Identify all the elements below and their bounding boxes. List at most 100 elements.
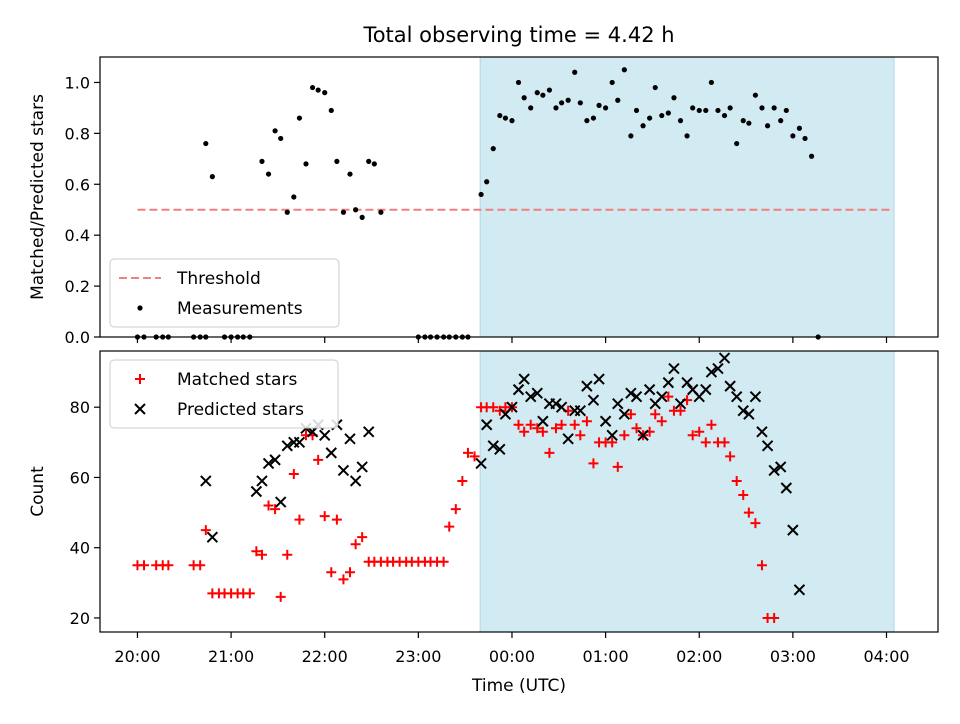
y-axis-label: Count xyxy=(28,466,48,517)
data-point xyxy=(756,426,768,438)
data-point xyxy=(519,426,530,437)
data-point xyxy=(559,100,565,106)
data-point xyxy=(787,524,799,536)
data-point xyxy=(282,549,293,560)
data-point xyxy=(450,504,461,515)
data-point xyxy=(284,209,290,215)
legend-box xyxy=(109,359,339,429)
data-point xyxy=(749,390,762,403)
data-point xyxy=(209,174,215,180)
data-point xyxy=(712,362,724,375)
data-point xyxy=(350,539,361,550)
data-point xyxy=(326,567,337,578)
data-point xyxy=(790,133,796,139)
data-point xyxy=(609,79,615,86)
observing-window-band xyxy=(479,350,895,633)
data-point xyxy=(337,464,350,477)
data-point xyxy=(263,500,274,511)
data-point xyxy=(703,107,709,114)
data-point xyxy=(502,115,509,121)
data-point xyxy=(525,419,536,430)
data-point xyxy=(513,419,524,430)
data-point xyxy=(338,574,349,585)
data-point xyxy=(696,107,702,114)
legend-label: Measurements xyxy=(177,299,303,319)
data-point xyxy=(206,531,219,543)
y-tick-label: 80 xyxy=(70,398,90,417)
data-point xyxy=(378,209,384,215)
legend-label: Threshold xyxy=(176,269,261,289)
data-point xyxy=(581,380,593,392)
data-point xyxy=(256,549,267,560)
y-axis-label: Matched/Predicted stars xyxy=(28,94,48,300)
data-point xyxy=(281,440,293,452)
data-point xyxy=(724,380,736,392)
data-point xyxy=(574,405,587,417)
data-point xyxy=(615,97,621,103)
data-point xyxy=(256,475,268,487)
data-point xyxy=(738,490,749,501)
data-point xyxy=(700,383,712,396)
data-point xyxy=(677,118,684,124)
data-point xyxy=(291,194,297,200)
data-point xyxy=(356,461,368,473)
data-point xyxy=(537,426,548,437)
x-tick-label: 00:00 xyxy=(489,647,535,666)
data-point xyxy=(706,419,717,430)
data-point xyxy=(478,191,484,198)
data-point xyxy=(506,401,518,413)
data-point xyxy=(353,207,359,213)
data-point xyxy=(344,433,356,445)
data-point xyxy=(796,125,803,131)
data-point xyxy=(534,90,540,96)
data-point xyxy=(588,458,599,469)
y-tick-label: 0.4 xyxy=(65,226,90,245)
data-point xyxy=(293,436,306,449)
data-point xyxy=(278,135,284,142)
x-tick-label: 20:00 xyxy=(114,647,160,666)
data-point xyxy=(721,112,728,119)
data-point xyxy=(438,556,449,567)
data-point xyxy=(656,416,667,427)
data-point xyxy=(328,107,334,114)
data-point xyxy=(550,397,562,410)
data-point xyxy=(793,584,806,596)
data-point xyxy=(488,402,499,413)
data-point xyxy=(606,429,618,442)
data-point xyxy=(690,105,696,111)
data-point xyxy=(480,419,493,431)
data-point xyxy=(708,79,715,86)
data-point xyxy=(487,440,499,452)
data-point xyxy=(700,437,711,448)
data-point xyxy=(259,158,265,164)
data-point xyxy=(725,451,736,462)
data-point xyxy=(643,383,656,396)
data-point xyxy=(665,110,671,116)
data-point xyxy=(687,430,698,441)
x-tick-label: 04:00 xyxy=(863,647,909,666)
data-point xyxy=(603,105,609,111)
data-point xyxy=(203,140,209,147)
data-point xyxy=(490,146,496,152)
data-point xyxy=(303,161,309,167)
x-axis-label: Time (UTC) xyxy=(471,676,566,696)
data-point xyxy=(544,447,555,458)
x-tick-label: 22:00 xyxy=(302,647,348,666)
data-point xyxy=(319,511,330,522)
data-point xyxy=(357,532,368,543)
data-point xyxy=(740,118,746,124)
data-point xyxy=(656,390,668,403)
x-tick-label: 21:00 xyxy=(208,647,254,666)
x-tick-label: 02:00 xyxy=(676,647,722,666)
data-point xyxy=(515,79,522,86)
data-point xyxy=(671,95,677,101)
legend-label: Matched stars xyxy=(177,370,297,390)
data-point xyxy=(718,352,731,364)
plot-frame xyxy=(99,56,939,338)
data-point xyxy=(761,440,774,452)
data-point xyxy=(469,451,480,462)
series-predicted-stars xyxy=(200,352,806,596)
data-point xyxy=(331,514,342,525)
y-tick-label: 0.2 xyxy=(65,277,90,296)
data-point xyxy=(607,437,618,448)
